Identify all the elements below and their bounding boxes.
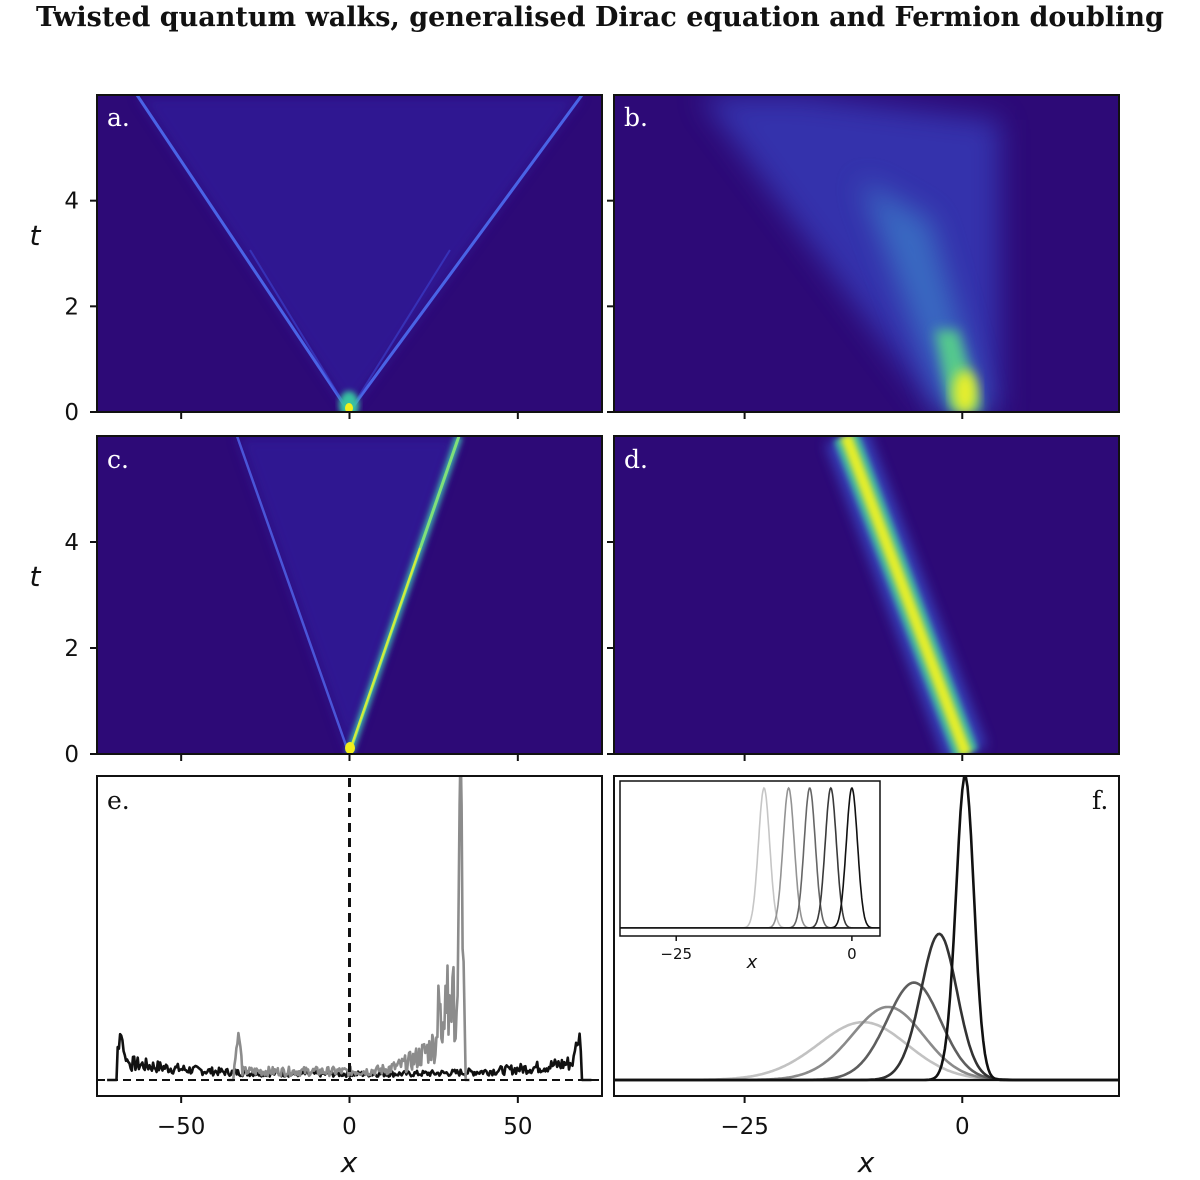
y-tick-label: 4: [64, 530, 79, 556]
ylabel-middle: t: [30, 560, 42, 593]
panel-c: [97, 436, 602, 754]
panel-f-letter: f.: [1092, 786, 1108, 815]
panel-a-cone-right-edge: [347, 95, 584, 412]
y-tick-label: 4: [64, 189, 79, 215]
x-tick-label: 0: [342, 1114, 357, 1140]
inset-series-curve: [620, 786, 880, 928]
inset-series-curve: [620, 786, 880, 928]
panel-c-cone-fill: [237, 436, 459, 754]
y-tick-label: 0: [64, 742, 79, 768]
panel-a-inner-line: [348, 249, 451, 412]
x-tick-label: −25: [720, 1114, 769, 1140]
inset-curves: [620, 786, 880, 928]
panel-a-cone-fill: [137, 95, 582, 412]
panel-a-inner-line: [249, 249, 350, 412]
panel-e-letter: e.: [107, 786, 130, 815]
panel-f: f. −25 0 x: [613, 775, 1120, 1097]
panel-a-cone-left-edge: [135, 95, 351, 412]
panel-b-peak: [953, 370, 977, 412]
x-tick-label: −50: [157, 1114, 206, 1140]
panel-c-cone-right-edge-bright: [349, 547, 421, 751]
panel-d-letter: d.: [624, 445, 648, 474]
x-tick-label: 50: [503, 1114, 532, 1140]
panel-f-frame: [613, 775, 1120, 1097]
panel-b: [614, 95, 1119, 412]
series-gray: [228, 776, 471, 1082]
panel-f-inset: −25 0 x: [619, 780, 881, 973]
panel-b-frame: [613, 94, 1120, 413]
panel-b-letter: b.: [624, 103, 648, 132]
panel-a: [97, 95, 602, 412]
y-tick-label: 0: [64, 400, 79, 426]
inset-xlabel: x: [746, 952, 758, 973]
panel-c-cone-left-edge: [235, 436, 351, 754]
axes: 0 2 4 0 2 4 −50 0 50 −25 0: [64, 189, 969, 1140]
panel-a-origin-peak: [345, 403, 353, 412]
y-tick-label: 2: [64, 636, 79, 662]
y-tick-label: 2: [64, 294, 79, 320]
panel-d-frame: [613, 435, 1120, 755]
panel-f-curves: [614, 776, 1119, 1082]
page-title: Twisted quantum walks, generalised Dirac…: [36, 2, 1164, 33]
panel-d-beam-core: [840, 436, 972, 754]
ylabel-top: t: [30, 219, 42, 252]
panel-a-letter: a.: [107, 103, 130, 132]
inset-x-tick-label: −25: [660, 945, 692, 963]
xlabel-right: x: [857, 1146, 875, 1179]
panel-c-letter: c.: [107, 445, 129, 474]
inset-x-tick-label: 0: [847, 945, 857, 963]
panel-d: [614, 436, 1119, 754]
panel-c-origin-peak: [345, 742, 355, 754]
inset-frame: [619, 780, 881, 937]
inset-series-curve: [620, 787, 880, 928]
panel-e: e.: [96, 775, 603, 1097]
x-tick-label: 0: [955, 1114, 970, 1140]
xlabel-left: x: [340, 1146, 358, 1179]
panel-a-origin-glow: [339, 391, 359, 412]
inset-ticks: −25 0: [660, 936, 857, 963]
panel-e-curves: [97, 776, 602, 1082]
